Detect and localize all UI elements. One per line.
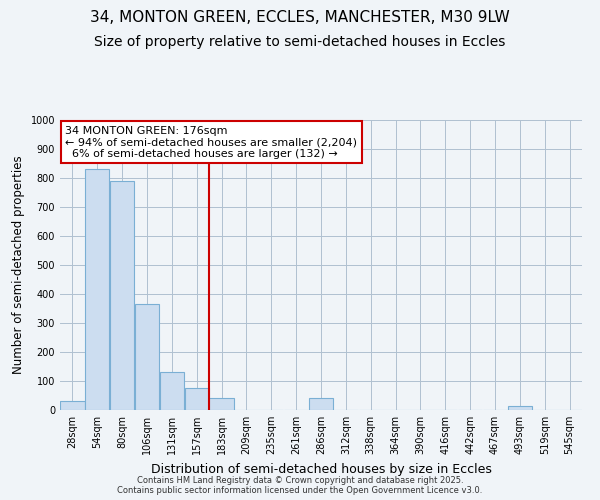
Bar — [110, 181, 134, 410]
Bar — [135, 304, 159, 410]
Bar — [309, 398, 333, 410]
Bar — [209, 398, 234, 410]
Text: 34 MONTON GREEN: 176sqm
← 94% of semi-detached houses are smaller (2,204)
  6% o: 34 MONTON GREEN: 176sqm ← 94% of semi-de… — [65, 126, 357, 159]
Y-axis label: Number of semi-detached properties: Number of semi-detached properties — [12, 156, 25, 374]
X-axis label: Distribution of semi-detached houses by size in Eccles: Distribution of semi-detached houses by … — [151, 462, 491, 475]
Bar — [85, 170, 109, 410]
Text: Contains HM Land Registry data © Crown copyright and database right 2025.
Contai: Contains HM Land Registry data © Crown c… — [118, 476, 482, 495]
Bar — [160, 372, 184, 410]
Text: Size of property relative to semi-detached houses in Eccles: Size of property relative to semi-detach… — [94, 35, 506, 49]
Bar — [508, 406, 532, 410]
Bar — [60, 402, 85, 410]
Text: 34, MONTON GREEN, ECCLES, MANCHESTER, M30 9LW: 34, MONTON GREEN, ECCLES, MANCHESTER, M3… — [90, 10, 510, 25]
Bar — [185, 388, 209, 410]
